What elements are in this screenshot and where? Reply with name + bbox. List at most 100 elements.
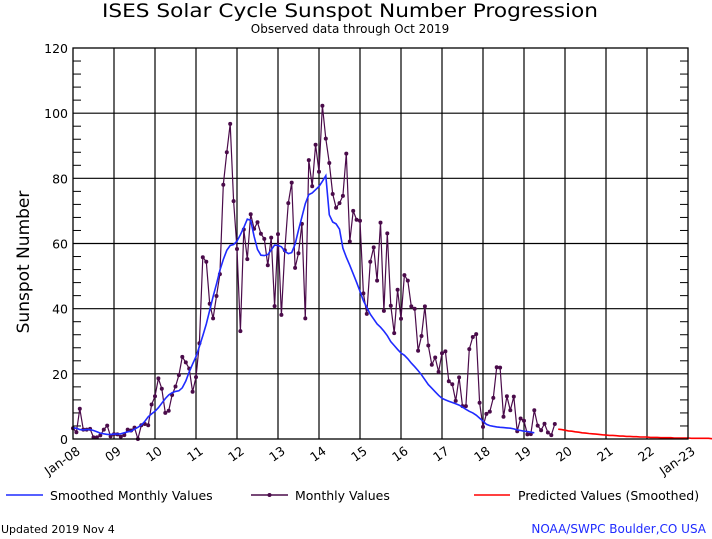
monthly-point	[381, 308, 386, 313]
monthly-point	[358, 218, 362, 223]
monthly-point	[487, 409, 492, 414]
legend-smoothed-label: Smoothed Monthly Values	[50, 488, 213, 503]
y-tick-labels: 0 20 40 60 80 100 120	[44, 41, 68, 447]
monthly-point	[395, 287, 400, 292]
monthly-point	[340, 193, 345, 198]
monthly-point	[457, 375, 462, 380]
grid-lines	[73, 48, 688, 439]
monthly-point	[416, 348, 421, 353]
monthly-point	[245, 257, 250, 262]
monthly-point	[323, 136, 328, 141]
monthly-point	[224, 150, 229, 155]
monthly-point	[484, 411, 489, 416]
monthly-point	[467, 347, 472, 352]
y-tick-label: 0	[60, 432, 68, 447]
monthly-point	[166, 408, 171, 413]
monthly-point	[344, 151, 349, 156]
x-tick-label: Jan-08	[41, 443, 83, 479]
monthly-point	[518, 416, 523, 421]
monthly-point	[211, 316, 216, 321]
monthly-point	[235, 247, 239, 251]
monthly-point	[351, 208, 356, 213]
monthly-point	[334, 205, 339, 210]
monthly-point	[296, 251, 301, 256]
monthly-point	[504, 394, 509, 399]
monthly-point	[405, 278, 410, 283]
monthly-point	[539, 428, 544, 433]
monthly-point	[501, 414, 506, 419]
x-tick-label: 15	[348, 443, 370, 464]
monthly-point	[446, 379, 451, 384]
monthly-point	[101, 427, 106, 432]
monthly-point	[552, 422, 557, 426]
monthly-point	[265, 263, 270, 268]
monthly-point	[149, 402, 154, 407]
monthly-point	[153, 394, 157, 399]
monthly-point	[248, 212, 253, 217]
x-tick-label: 10	[143, 443, 165, 464]
monthly-point	[276, 232, 280, 237]
monthly-point	[525, 432, 530, 437]
monthly-point	[330, 192, 335, 196]
x-tick-label: 11	[184, 443, 206, 464]
monthly-point	[108, 434, 113, 439]
monthly-point	[286, 201, 291, 206]
monthly-point	[371, 245, 376, 250]
monthly-point	[320, 103, 325, 108]
chart-title: ISES Solar Cycle Sunspot Number Progress…	[102, 0, 598, 22]
monthly-point	[180, 354, 185, 359]
monthly-point	[190, 389, 195, 394]
chart-subtitle: Observed data through Oct 2019	[251, 22, 449, 36]
monthly-point	[385, 231, 390, 236]
monthly-point	[450, 382, 455, 387]
monthly-point	[436, 369, 441, 374]
x-tick-label: 19	[512, 443, 534, 464]
monthly-point	[269, 235, 274, 240]
monthly-point	[361, 291, 366, 296]
plot-frame	[72, 47, 689, 440]
monthly-point	[183, 360, 188, 365]
monthly-point	[289, 180, 294, 185]
monthly-point	[176, 373, 181, 378]
y-tick-label: 40	[52, 302, 68, 317]
monthly-point	[327, 161, 332, 165]
updated-timestamp: Updated 2019 Nov 4	[1, 523, 115, 536]
monthly-point	[392, 331, 397, 336]
monthly-point	[272, 304, 277, 309]
monthly-point	[409, 304, 414, 309]
monthly-point	[347, 239, 352, 244]
x-tick-label: 09	[102, 443, 124, 464]
x-tick-label: 14	[307, 443, 329, 464]
x-tick-label: 16	[389, 443, 411, 464]
credit-text: NOAA/SWPC Boulder,CO USA	[531, 522, 706, 536]
monthly-point	[74, 430, 79, 435]
monthly-point	[453, 398, 458, 403]
x-tick-label: Jan-23	[656, 443, 698, 479]
legend-predicted-label: Predicted Values (Smoothed)	[518, 488, 699, 503]
monthly-point	[122, 433, 127, 438]
y-axis-label: Sunspot Number	[14, 191, 34, 334]
monthly-point	[200, 255, 205, 260]
monthly-point	[310, 184, 315, 189]
monthly-point	[463, 404, 468, 409]
monthly-point	[378, 220, 383, 225]
monthly-point	[306, 158, 311, 163]
monthly-point	[262, 236, 267, 241]
monthly-point	[388, 303, 393, 308]
x-tick-label: 22	[635, 443, 657, 464]
monthly-point	[508, 408, 513, 413]
monthly-point	[402, 273, 407, 278]
x-tick-label: 13	[266, 443, 288, 464]
monthly-point	[481, 424, 485, 429]
x-tick-label: 18	[471, 443, 493, 464]
monthly-point	[545, 430, 550, 435]
series-line-predicted-values-smoothed	[558, 428, 712, 440]
monthly-point	[125, 427, 130, 432]
monthly-point	[375, 278, 380, 283]
y-tick-label: 20	[52, 367, 68, 382]
monthly-point	[204, 259, 209, 264]
monthly-point	[214, 294, 219, 298]
series-layer	[71, 103, 712, 442]
monthly-point	[399, 316, 403, 321]
